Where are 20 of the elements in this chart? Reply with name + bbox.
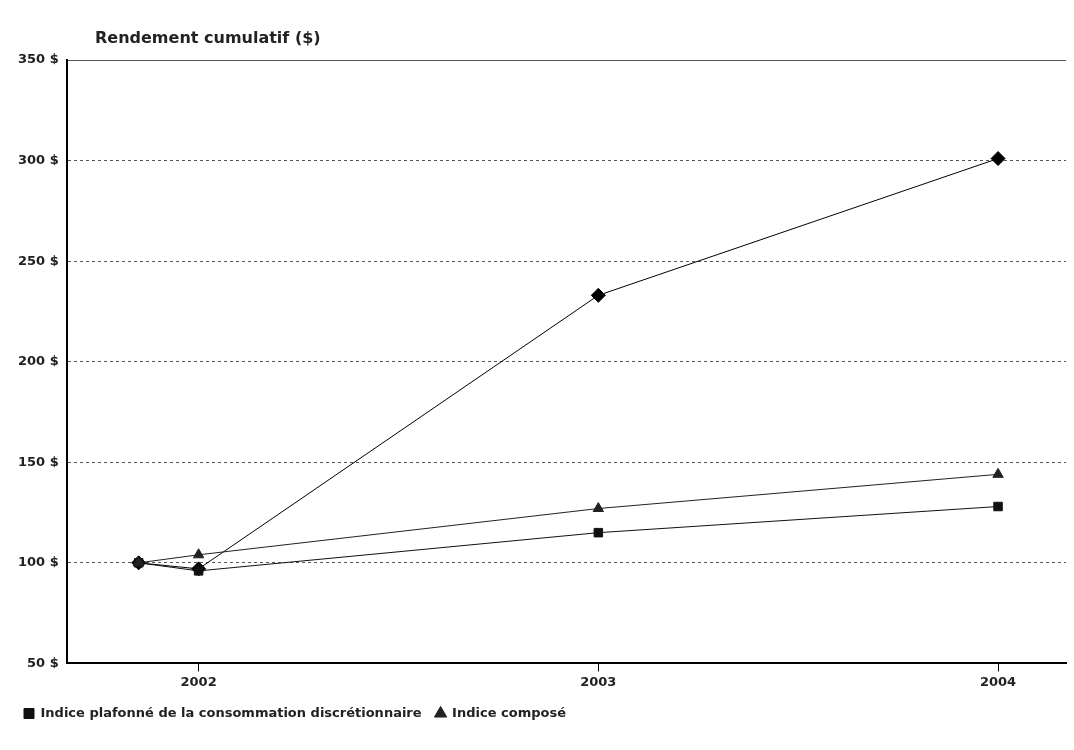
x-tick-label: 2004 — [979, 673, 1017, 689]
point — [993, 501, 1003, 512]
y-tick-label: 150 $ — [17, 453, 59, 469]
legend-label: Indice composé — [452, 704, 567, 720]
x-tick-label: 2003 — [580, 673, 617, 689]
y-tick-label: 200 $ — [17, 353, 59, 369]
legend-label: Indice plafonné de la consommation discrétionnaire — [40, 704, 422, 720]
point — [990, 151, 1006, 167]
x-tick-label: 2002 — [180, 673, 217, 689]
y-tick-label: 100 $ — [17, 554, 59, 570]
point — [592, 502, 605, 513]
y-tick-label: 300 $ — [17, 151, 59, 167]
y-tick-label: 350 $ — [17, 51, 59, 67]
point — [590, 287, 606, 303]
chart-title: Rendement cumulatif ($) — [95, 28, 321, 47]
y-tick-label: 250 $ — [17, 252, 59, 268]
point — [192, 548, 205, 559]
y-tick-label: 50 $ — [27, 654, 59, 670]
point — [593, 527, 604, 538]
point — [992, 467, 1004, 478]
